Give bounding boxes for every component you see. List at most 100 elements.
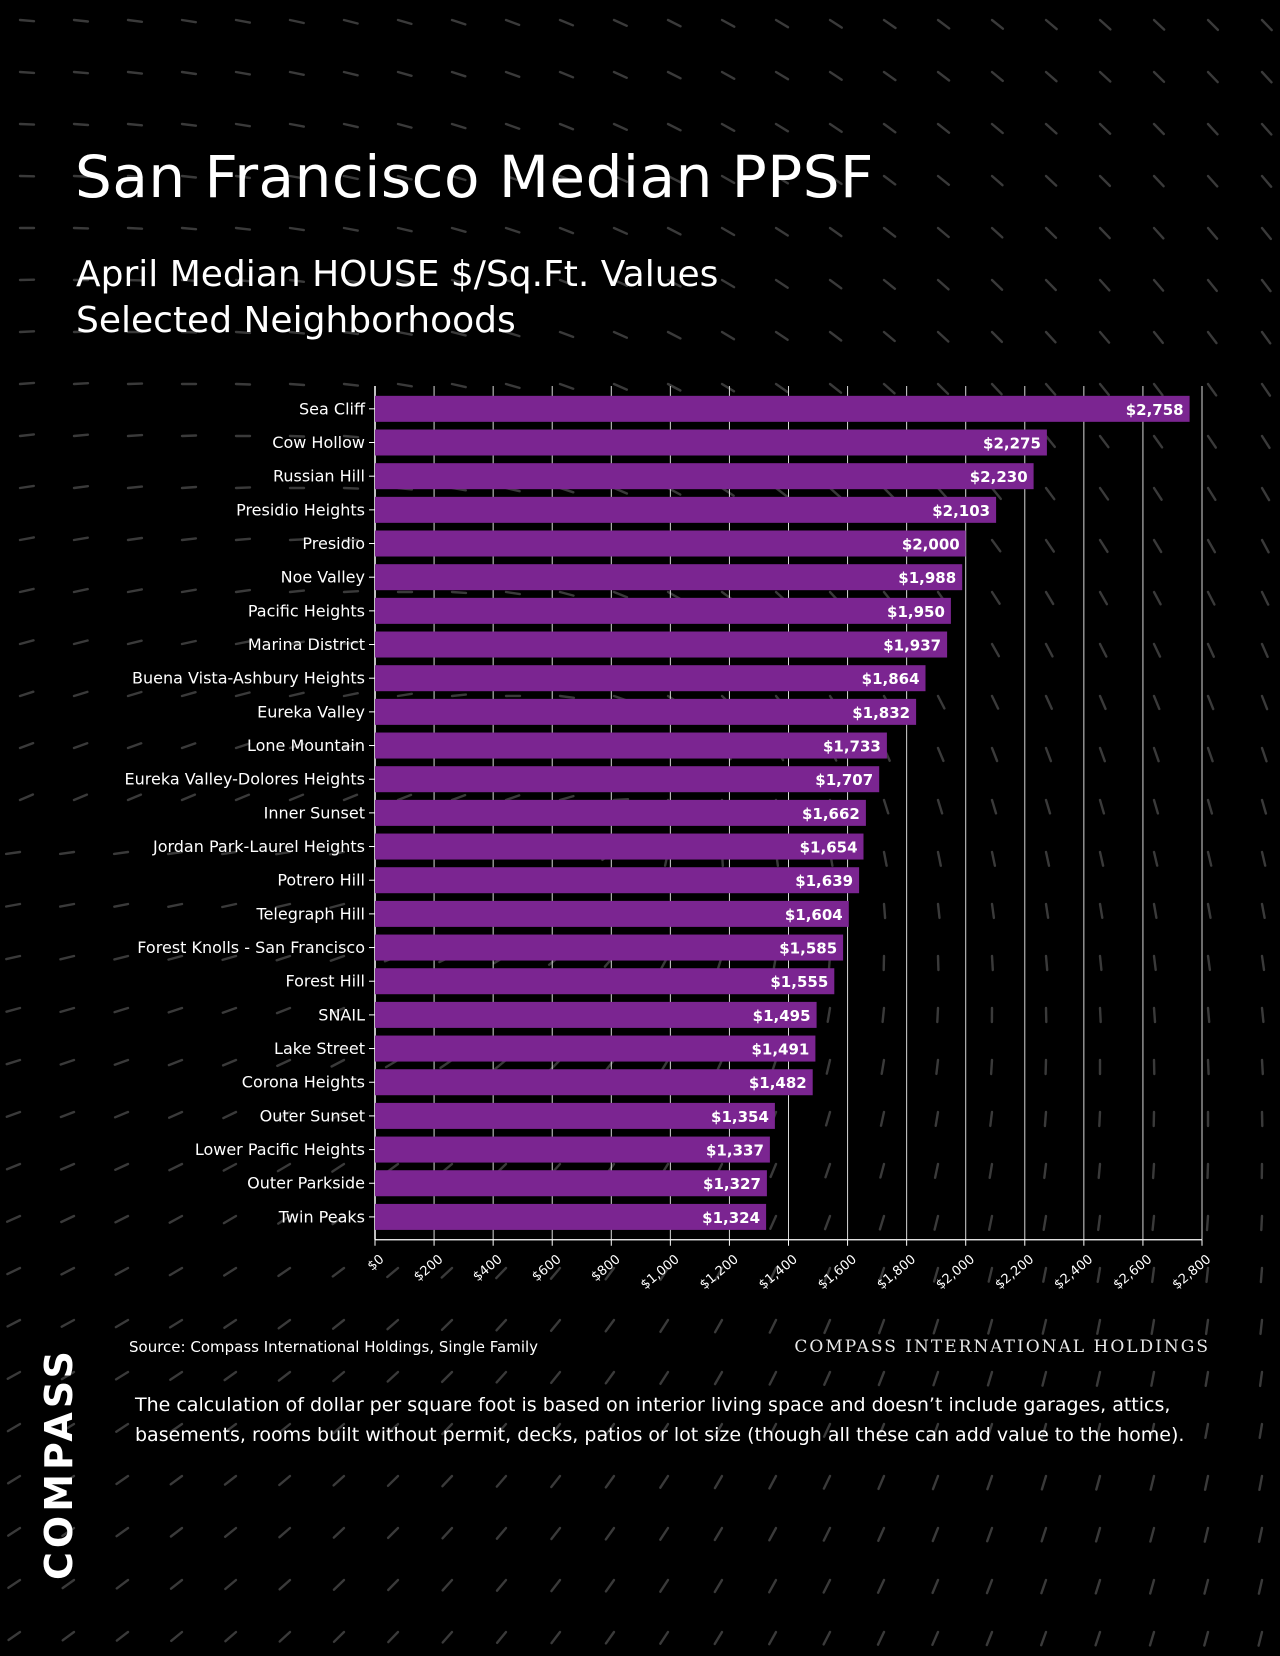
bg-dash xyxy=(1042,1266,1048,1283)
x-tick-label: $1,000 xyxy=(638,1252,682,1293)
category-label: Inner Sunset xyxy=(264,803,365,822)
bg-dash xyxy=(7,1578,22,1590)
bg-dash xyxy=(932,1370,940,1387)
bg-dash xyxy=(72,742,89,750)
bg-dash xyxy=(713,1526,724,1542)
bg-dash xyxy=(882,850,888,867)
bg-dash xyxy=(990,538,1002,553)
bg-dash xyxy=(1044,642,1054,658)
bg-dash xyxy=(221,902,238,909)
bg-dash xyxy=(931,1578,940,1595)
bg-dash xyxy=(823,1214,832,1231)
bg-dash xyxy=(6,1266,22,1276)
bg-dash xyxy=(774,174,790,185)
bg-dash xyxy=(1258,1474,1264,1492)
bg-dash xyxy=(550,1630,562,1645)
bg-dash xyxy=(604,1630,616,1645)
bg-dash xyxy=(1258,1422,1264,1440)
bg-dash xyxy=(72,536,90,542)
bg-dash xyxy=(877,1370,886,1387)
bar xyxy=(375,766,880,793)
bg-dash xyxy=(342,18,359,25)
bg-dash xyxy=(768,1526,778,1542)
bg-dash xyxy=(932,1266,940,1283)
bar-value-label: $2,103 xyxy=(932,502,990,520)
bg-dash xyxy=(659,1474,670,1489)
bg-dash xyxy=(1206,1006,1211,1024)
bg-dash xyxy=(18,639,35,646)
bg-dash xyxy=(18,587,35,594)
bg-dash xyxy=(332,1630,346,1644)
bg-dash xyxy=(180,537,198,542)
bg-dash xyxy=(234,588,252,594)
bg-dash xyxy=(1098,330,1111,344)
bg-dash xyxy=(180,174,198,179)
bg-dash xyxy=(18,690,35,698)
bg-dash xyxy=(18,433,36,438)
bg-dash xyxy=(7,1630,22,1642)
bg-dash xyxy=(115,1526,130,1538)
bg-dash xyxy=(1151,1162,1156,1180)
bg-dash xyxy=(1044,70,1058,83)
bg-dash xyxy=(659,1526,670,1541)
bg-dash xyxy=(1152,590,1162,606)
bg-dash xyxy=(882,486,895,500)
bg-dash xyxy=(988,1214,994,1231)
bg-dash xyxy=(1204,1422,1210,1440)
bg-dash xyxy=(6,1526,22,1537)
bg-dash xyxy=(331,1266,346,1278)
bg-dash xyxy=(332,1422,346,1435)
bg-dash xyxy=(1206,70,1219,84)
bg-dash xyxy=(713,1422,724,1438)
bg-dash xyxy=(1206,850,1213,867)
bg-dash xyxy=(1044,954,1049,972)
bg-dash xyxy=(504,226,521,234)
bg-dash xyxy=(720,70,736,81)
page-title: San Francisco Median PPSF xyxy=(75,143,874,211)
bg-dash xyxy=(450,793,467,802)
bg-dash xyxy=(288,589,306,594)
bg-dash xyxy=(1152,954,1157,972)
bg-dash xyxy=(1152,486,1163,501)
bg-dash xyxy=(58,850,76,856)
bg-dash xyxy=(558,226,575,235)
bg-dash xyxy=(180,742,197,750)
bg-dash xyxy=(396,278,413,285)
bg-dash xyxy=(1203,1526,1210,1543)
bg-dash xyxy=(288,538,306,542)
bg-dash xyxy=(558,590,575,597)
bg-dash xyxy=(114,1162,130,1172)
bg-dash xyxy=(5,1214,22,1223)
bg-dash xyxy=(550,1578,562,1593)
bg-dash xyxy=(180,122,198,127)
bg-dash xyxy=(288,640,305,646)
bar-value-label: $1,864 xyxy=(862,670,920,688)
bg-dash xyxy=(275,954,292,962)
bg-dash xyxy=(1097,1162,1102,1180)
bg-dash xyxy=(221,1006,238,1014)
bg-dash xyxy=(396,226,413,233)
bg-dash xyxy=(180,18,198,24)
bg-dash xyxy=(1260,590,1270,606)
bg-dash xyxy=(72,433,90,438)
bg-dash xyxy=(612,278,628,287)
bg-dash xyxy=(1260,538,1270,554)
bg-dash xyxy=(879,1162,886,1179)
bg-dash xyxy=(396,793,413,802)
bg-dash xyxy=(1044,382,1057,396)
bg-dash xyxy=(275,902,292,909)
bg-dash xyxy=(1206,746,1214,763)
bg-dash xyxy=(18,330,36,334)
bg-dash xyxy=(180,434,198,438)
bg-dash xyxy=(386,1370,400,1383)
bg-dash xyxy=(1152,850,1159,867)
bg-dash xyxy=(1044,746,1053,763)
bg-dash xyxy=(234,278,252,283)
bg-dash xyxy=(180,691,197,698)
bg-dash xyxy=(1098,174,1112,188)
bg-dash xyxy=(386,1266,400,1279)
bg-dash xyxy=(990,902,996,920)
bg-dash xyxy=(61,1526,76,1538)
bar-value-label: $1,495 xyxy=(753,1007,811,1025)
bg-dash xyxy=(877,1526,886,1543)
